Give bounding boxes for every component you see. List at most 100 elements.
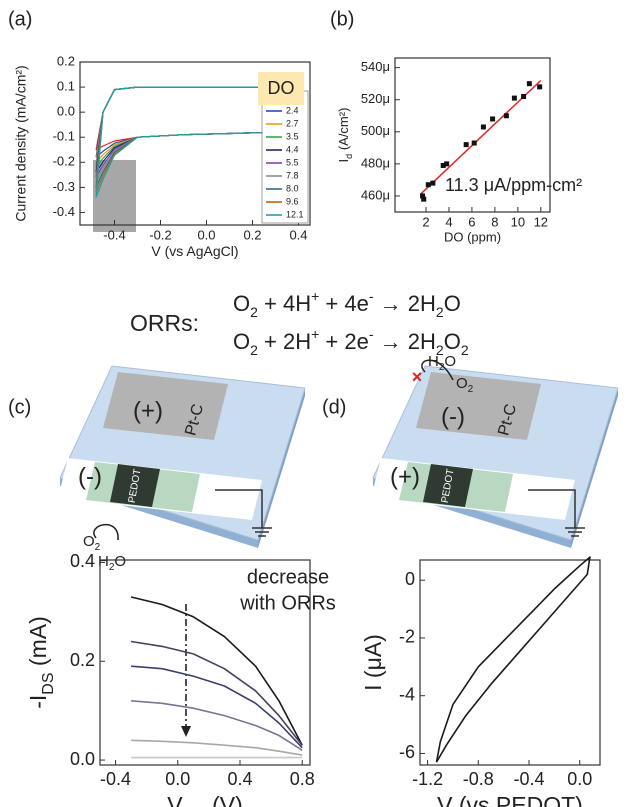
panel-label: (d) — [322, 396, 346, 418]
x-tick-label: 2 — [422, 214, 429, 229]
x-axis-label: VGS (V) — [167, 792, 243, 807]
legend-label: 12.1 — [286, 209, 304, 219]
eq-part: → 2H — [374, 291, 436, 316]
substrate-side — [571, 388, 618, 548]
y-tick-label: 0.0 — [70, 749, 95, 769]
y-tick-label: 0.4 — [70, 551, 95, 571]
equation: O2 + 2H+ + 2e- → 2H2O2 — [233, 326, 469, 358]
y-tick-label: 540μ — [361, 59, 390, 74]
y-axis-label: Id (A/cm²) — [336, 108, 354, 163]
data-point — [425, 182, 431, 188]
annotation: decrease — [247, 566, 329, 588]
y-tick-label: 0.2 — [57, 53, 75, 68]
x-tick-label: 0.8 — [290, 769, 315, 789]
data-line — [131, 739, 303, 756]
x-tick-label: 0.0 — [567, 769, 592, 789]
eq-part: O — [233, 291, 250, 316]
electrode-sign: (-) — [78, 463, 102, 490]
legend-label: 7.8 — [286, 170, 299, 180]
pedot-channel — [423, 464, 473, 507]
eq-part: + 4e — [319, 291, 369, 316]
x-tick-label: 4 — [445, 214, 452, 229]
formula-sub: 2 — [468, 384, 474, 395]
formula-part: O — [114, 553, 126, 570]
y-axis-label-part: d — [344, 154, 354, 159]
eq-sub: 2 — [250, 342, 258, 358]
y-tick-label: -2 — [399, 627, 415, 647]
data-point — [521, 94, 527, 99]
y-axis-label-part: DS — [40, 672, 57, 694]
equation: O2 + 4H+ + 4e- → 2H2O — [233, 288, 461, 320]
panel-label: (b) — [330, 8, 354, 30]
reactant: O2 — [83, 533, 101, 553]
y-tick-label: -0.3 — [53, 179, 75, 194]
formula-part: O — [456, 375, 468, 392]
fit-line — [419, 79, 542, 195]
legend-label: 2.7 — [286, 118, 299, 128]
x-tick-label: 0.4 — [289, 227, 307, 242]
y-tick-label: -4 — [399, 684, 415, 704]
plot-frame — [79, 61, 311, 226]
y-tick-label: -0.4 — [53, 204, 75, 219]
formula-sub: 2 — [109, 562, 115, 573]
panel-label: (a) — [8, 8, 32, 30]
legend-label: 8.0 — [286, 183, 299, 193]
x-axis-label-part: (V) — [206, 792, 243, 807]
x-axis-label: V (vs AgAgCl) — [151, 243, 238, 259]
data-point — [511, 95, 517, 101]
plot-frame — [99, 559, 311, 766]
data-line — [95, 86, 277, 163]
data-point — [537, 84, 543, 90]
data-line — [131, 700, 303, 751]
x-tick-label: 8 — [491, 214, 498, 229]
formula-part: H — [98, 553, 109, 570]
data-line — [95, 86, 277, 168]
y-axis-label-part: I — [336, 159, 351, 163]
eq-sub: 2 — [436, 342, 444, 358]
data-point — [503, 113, 509, 119]
formula-part: O — [444, 353, 456, 370]
eq-part: O — [444, 329, 461, 354]
y-tick-label: -0.1 — [53, 129, 75, 144]
plot-frame — [419, 559, 601, 766]
x-tick-label: -0.4 — [103, 227, 125, 242]
x-tick-label: 0.4 — [227, 769, 252, 789]
substrate-side — [258, 388, 305, 548]
y-tick-label: 0.1 — [57, 79, 75, 94]
eq-part: + 2H — [258, 329, 311, 354]
legend-label: 2.4 — [286, 105, 299, 115]
eq-part: O — [233, 329, 250, 354]
pt-c-electrode — [103, 372, 228, 440]
y-tick-label: 520μ — [361, 91, 390, 106]
eq-part: O — [444, 291, 461, 316]
data-point — [421, 196, 427, 202]
data-line — [131, 665, 303, 749]
legend-title-box — [258, 72, 304, 105]
x-tick-label: -0.4 — [513, 769, 544, 789]
reactant: O2 — [456, 375, 474, 395]
eq-sup: + — [311, 288, 319, 304]
reaction-arrow — [93, 523, 119, 541]
data-line — [95, 86, 277, 173]
y-tick-label: 460μ — [361, 187, 390, 202]
trend-arrowhead — [181, 726, 191, 737]
y-tick-label: 0 — [405, 569, 415, 589]
x-axis-label: DO (ppm) — [444, 229, 501, 244]
annotation: 11.3 μA/ppm-cm² — [445, 175, 582, 195]
eq-part: + 2e — [319, 329, 369, 354]
eq-part: + 4H — [258, 291, 311, 316]
y-tick-label: 0.0 — [57, 104, 75, 119]
annotation: with ORRs — [239, 592, 336, 614]
formula-sub: 2 — [439, 362, 445, 373]
y-tick-label: -0.2 — [53, 154, 75, 169]
legend-title: DO — [268, 78, 295, 98]
data-line — [130, 596, 303, 746]
electrode-sign: (+) — [390, 463, 420, 490]
y-axis-label-part: (A/cm²) — [336, 108, 351, 154]
ground-wire — [215, 489, 263, 528]
formula-sub: 2 — [95, 542, 101, 553]
eq-sup: - — [369, 326, 374, 342]
product: H2O — [428, 353, 456, 373]
y-axis-label-part: (mA) — [25, 616, 51, 672]
